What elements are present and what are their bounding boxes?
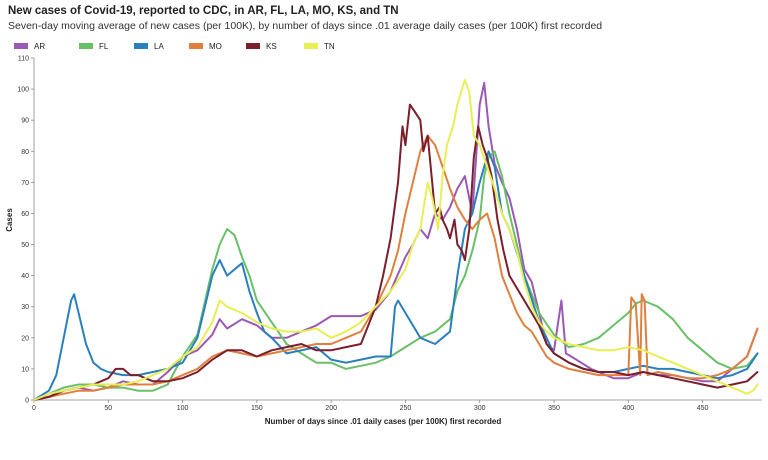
y-tick-label: 50: [21, 242, 29, 249]
series-line-fl[interactable]: [33, 150, 759, 401]
legend: AR FL LA MO KS TN: [14, 40, 754, 52]
legend-label-fl: FL: [99, 41, 109, 51]
legend-item-la[interactable]: LA: [134, 40, 164, 52]
x-tick-label: 150: [251, 405, 263, 412]
y-tick-label: 80: [21, 149, 29, 156]
x-tick-label: 350: [548, 405, 560, 412]
x-tick-label: 250: [400, 405, 412, 412]
legend-label-la: LA: [154, 41, 164, 51]
legend-item-ks[interactable]: KS: [246, 40, 277, 52]
legend-swatch-mo: [189, 43, 203, 49]
series-line-la[interactable]: [33, 150, 759, 401]
y-tick-label: 100: [17, 87, 29, 94]
x-tick-label: 0: [32, 405, 36, 412]
x-tick-label: 200: [325, 405, 337, 412]
legend-swatch-fl: [79, 43, 93, 49]
x-axis-title: Number of days since .01 daily cases (pe…: [265, 417, 502, 426]
x-tick-label: 450: [697, 405, 709, 412]
y-tick-labels: 0 10 20 30 40 50 60 70 80 90 100 110: [17, 56, 34, 405]
axes: [33, 58, 762, 401]
legend-label-mo: MO: [209, 41, 222, 51]
y-tick-label: 90: [21, 118, 29, 125]
chart-title: New cases of Covid-19, reported to CDC, …: [8, 5, 399, 17]
series-line-mo[interactable]: [33, 134, 759, 401]
series-lines: [33, 78, 759, 401]
y-tick-label: 60: [21, 211, 29, 218]
legend-label-ar: AR: [34, 41, 46, 51]
x-tick-label: 100: [177, 405, 189, 412]
y-axis-title: Cases: [5, 208, 14, 232]
x-tick-label: 400: [622, 405, 634, 412]
legend-swatch-la: [134, 43, 148, 49]
series-line-ks[interactable]: [33, 103, 759, 401]
y-tick-label: 110: [18, 56, 29, 63]
legend-item-fl[interactable]: FL: [79, 40, 108, 52]
x-tick-label: 50: [104, 405, 112, 412]
y-tick-label: 10: [21, 366, 29, 373]
legend-item-ar[interactable]: AR: [14, 40, 45, 52]
legend-swatch-tn: [304, 43, 318, 49]
legend-swatch-ks: [246, 43, 260, 49]
x-tick-labels: 0 50 100 150 200 250 300 350 400 450: [32, 400, 709, 412]
y-tick-label: 0: [25, 398, 29, 405]
y-tick-label: 70: [21, 180, 29, 187]
y-tick-label: 40: [21, 273, 29, 280]
legend-item-mo[interactable]: MO: [189, 40, 222, 52]
y-tick-label: 20: [21, 335, 29, 342]
legend-label-ks: KS: [266, 41, 277, 51]
legend-item-tn[interactable]: TN: [304, 40, 335, 52]
chart-subtitle: Seven-day moving average of new cases (p…: [8, 20, 603, 32]
legend-swatch-ar: [14, 43, 28, 49]
series-line-tn[interactable]: [33, 78, 759, 401]
legend-label-tn: TN: [324, 41, 335, 51]
y-tick-label: 30: [21, 304, 29, 311]
x-tick-label: 300: [474, 405, 486, 412]
